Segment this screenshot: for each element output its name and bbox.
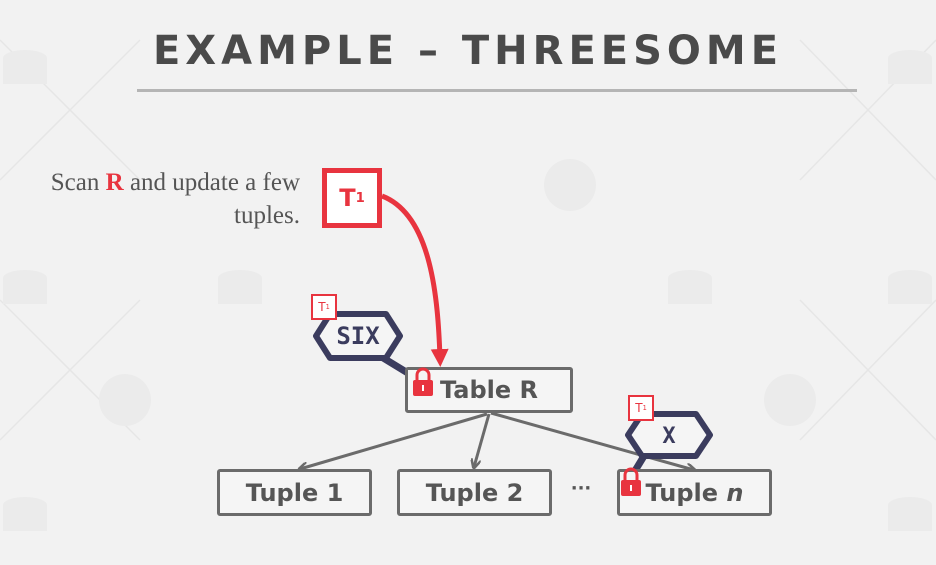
- caption: Scan R and update a few tuples.: [20, 166, 300, 232]
- x-holder-sub: 1: [642, 404, 647, 412]
- node-tuple-n: Tuple n: [617, 469, 772, 516]
- node-tuple-2: Tuple 2: [397, 469, 552, 516]
- slide-title: EXAMPLE – THREESOME: [152, 28, 784, 74]
- t1-label: T: [339, 184, 356, 212]
- padlock-icon: [621, 467, 641, 496]
- tuple-n-word: Tuple: [645, 478, 727, 507]
- title-divider: [137, 89, 857, 92]
- six-holder-sub: 1: [325, 303, 330, 311]
- node-table-r: Table R: [405, 367, 573, 413]
- edge-table-tuple1: [300, 412, 488, 469]
- caption-after: and update a few tuples.: [123, 169, 300, 229]
- x-lock-hexagon: [625, 411, 713, 459]
- tuple-n-var: n: [726, 478, 744, 507]
- x-holder-label: T: [635, 401, 643, 415]
- six-lock-hexagon: [313, 311, 403, 361]
- six-holder-label: T: [318, 300, 326, 314]
- t1-arrow: [381, 193, 449, 367]
- caption-before: Scan: [50, 169, 106, 196]
- t1-sub: 1: [355, 190, 365, 206]
- ellipsis: ···: [570, 478, 592, 499]
- six-lock-label: SIX: [336, 322, 380, 350]
- x-lock-label: X: [662, 423, 676, 449]
- padlock-icon: [413, 367, 433, 396]
- caption-emphasis: R: [105, 169, 124, 196]
- edge-table-tuple2: [474, 413, 491, 467]
- node-tuple-1: Tuple 1: [217, 469, 372, 516]
- edge-table-tuplen: [490, 411, 694, 470]
